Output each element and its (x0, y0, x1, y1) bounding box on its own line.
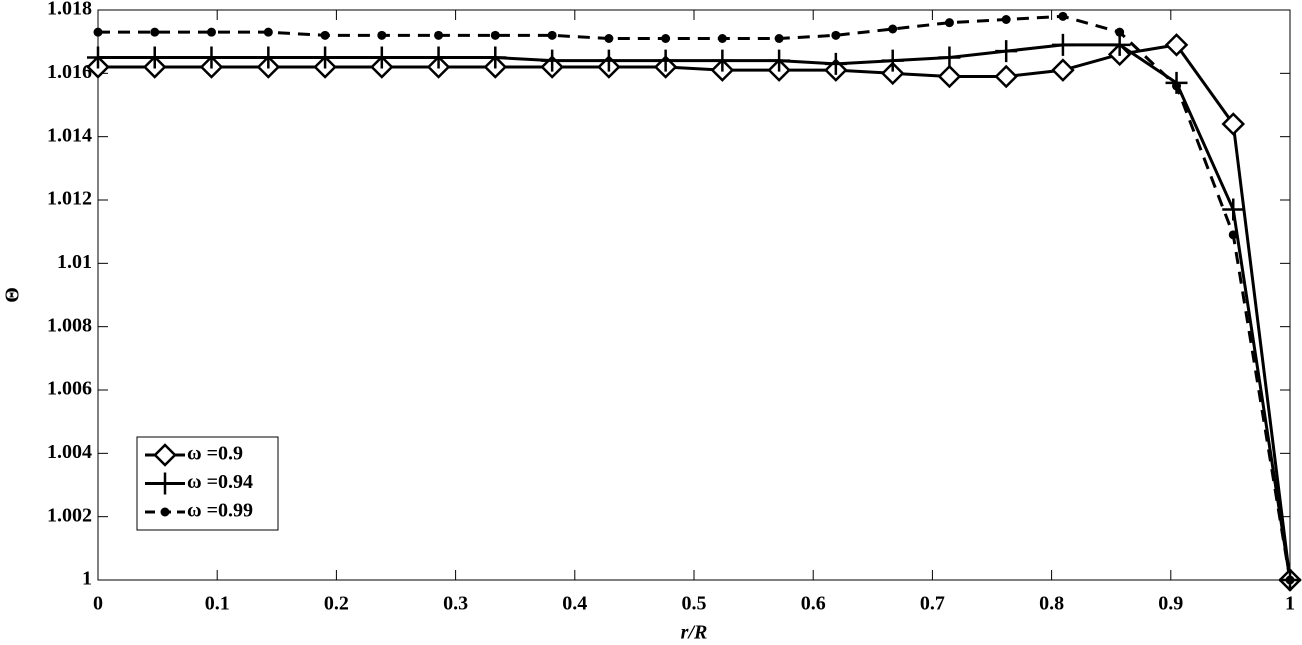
marker-plus (711, 49, 734, 72)
legend-marker (154, 472, 176, 495)
marker-plus (654, 49, 677, 72)
marker-plus (541, 49, 564, 72)
marker-plus (1222, 198, 1245, 221)
marker-dot (434, 30, 444, 40)
marker-plus (938, 46, 961, 69)
x-tick-label: 1 (1285, 593, 1295, 615)
y-axis-label: Θ (2, 287, 24, 303)
marker-dot (888, 24, 898, 34)
marker-plus (881, 49, 904, 72)
x-tick-label: 0.4 (562, 593, 587, 615)
x-tick-label: 0.7 (920, 593, 945, 615)
legend-label: ω =0.9 (187, 443, 243, 465)
marker-dot (206, 27, 216, 37)
marker-diamond (994, 64, 1018, 89)
y-tick-label: 1.01 (57, 251, 92, 273)
x-tick-label: 0.6 (801, 593, 826, 615)
legend-marker (153, 443, 177, 467)
legend-marker (160, 507, 170, 517)
marker-plus (1051, 33, 1074, 56)
x-tick-label: 0 (93, 593, 103, 615)
marker-dot (490, 30, 500, 40)
marker-dot (1228, 230, 1238, 240)
marker-plus (314, 46, 337, 69)
x-axis-label: r/R (681, 622, 708, 644)
marker-dot (661, 34, 671, 43)
marker-dot (1058, 11, 1068, 21)
marker-dot (774, 34, 784, 43)
y-tick-label: 1.018 (47, 0, 92, 20)
marker-plus (484, 46, 507, 69)
x-tick-label: 0.1 (205, 593, 230, 615)
legend-label: ω =0.99 (187, 500, 253, 522)
marker-dot (1001, 15, 1011, 24)
x-tick-label: 0.8 (1039, 593, 1064, 615)
marker-dot (944, 18, 954, 28)
marker-plus (995, 40, 1018, 63)
series-line (98, 43, 1292, 581)
marker-diamond (1164, 33, 1189, 57)
marker-dot (263, 27, 273, 37)
marker-plus (87, 46, 109, 69)
marker-dot (717, 34, 727, 43)
y-tick-label: 1.016 (47, 61, 92, 83)
marker-dot (1115, 27, 1125, 37)
marker-plus (370, 46, 393, 69)
y-tick-label: 1 (82, 568, 92, 590)
marker-diamond (937, 64, 962, 89)
marker-diamond (1221, 112, 1246, 136)
y-tick-label: 1.006 (47, 378, 92, 400)
marker-plus (597, 49, 620, 72)
marker-dot (1172, 81, 1182, 91)
marker-dot (150, 27, 160, 37)
marker-plus (143, 46, 166, 69)
marker-dot (604, 34, 614, 43)
marker-dot (831, 30, 841, 40)
marker-plus (768, 49, 791, 72)
marker-diamond (880, 61, 905, 86)
x-tick-label: 0.5 (682, 593, 707, 615)
marker-plus (257, 46, 280, 69)
marker-plus (427, 46, 450, 69)
x-tick-label: 0.3 (443, 593, 468, 615)
legend-label: ω =0.94 (187, 471, 253, 493)
y-tick-label: 1.004 (47, 441, 92, 463)
y-tick-label: 1.012 (47, 188, 92, 210)
x-tick-label: 0.2 (324, 593, 349, 615)
y-tick-label: 1.008 (47, 314, 92, 336)
marker-dot (93, 27, 103, 37)
marker-dot (1285, 575, 1295, 585)
marker-plus (824, 52, 847, 75)
marker-plus (1108, 33, 1131, 56)
marker-plus (200, 46, 223, 69)
x-tick-label: 0.9 (1158, 593, 1183, 615)
series-line (98, 43, 1292, 581)
marker-dot (320, 30, 330, 40)
marker-dot (377, 30, 387, 40)
marker-diamond (1051, 58, 1075, 82)
marker-dot (547, 30, 557, 40)
y-tick-label: 1.014 (47, 124, 92, 146)
y-tick-label: 1.002 (47, 504, 92, 526)
